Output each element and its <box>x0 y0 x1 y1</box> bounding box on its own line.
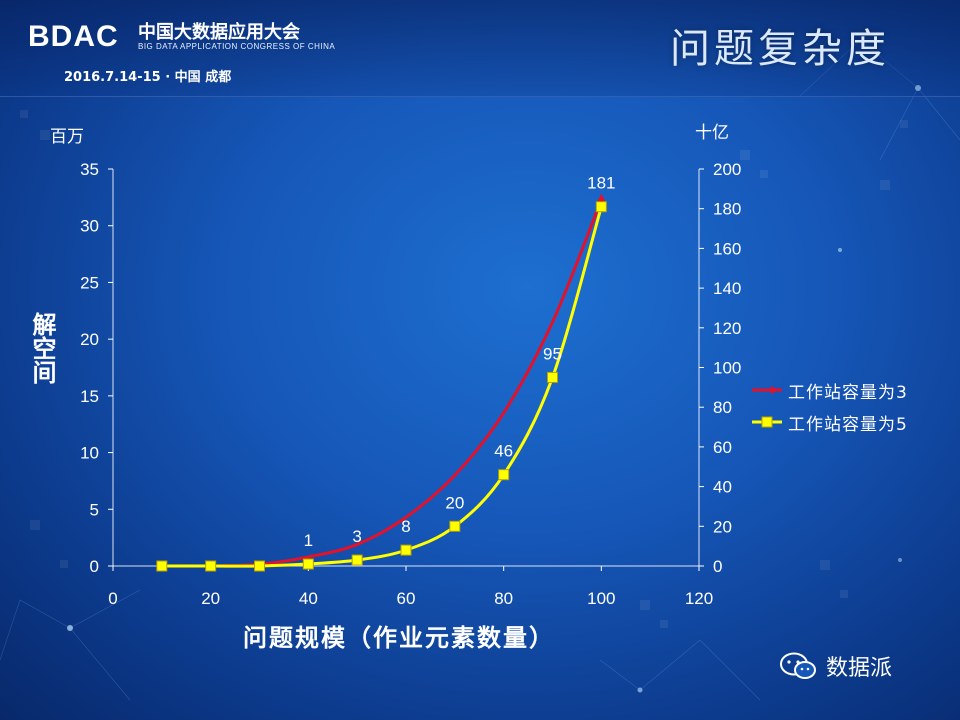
right-y-tick-label: 180 <box>713 200 741 219</box>
legend-swatch-red-line <box>752 386 782 394</box>
x-axis-label: 问题规模（作业元素数量） <box>243 624 555 652</box>
series-yellow-marker <box>595 201 607 213</box>
left-axis-unit: 百万 <box>50 127 84 147</box>
event-date-location: 2016.7.14-15 · 中国 成都 <box>64 70 232 85</box>
x-tick-label: 60 <box>397 589 416 608</box>
legend-label-series-2: 工作站容量为5 <box>788 414 908 435</box>
congress-name-en: BIG DATA APPLICATION CONGRESS OF CHINA <box>138 42 336 51</box>
data-label: 1 <box>304 531 313 550</box>
x-tick-label: 100 <box>587 589 615 608</box>
data-label: 181 <box>587 174 615 193</box>
left-y-tick-label: 15 <box>80 387 99 406</box>
right-y-tick-label: 20 <box>713 517 732 536</box>
x-tick-label: 120 <box>685 589 713 608</box>
data-label: 20 <box>445 493 464 512</box>
right-y-tick-label: 100 <box>713 359 741 378</box>
right-y-tick-label: 200 <box>713 160 741 179</box>
series-yellow-marker <box>351 554 363 566</box>
left-y-tick-label: 10 <box>80 444 99 463</box>
y-axis-label: 解空间 <box>28 312 56 384</box>
data-label: 46 <box>494 442 513 461</box>
right-axis-unit: 十亿 <box>695 123 729 143</box>
series-yellow-marker <box>302 558 314 570</box>
wechat-icon <box>780 652 816 679</box>
legend-item-series-2: 工作站容量为5 <box>752 406 908 438</box>
slide-title: 问题复杂度 <box>670 26 890 72</box>
left-y-tick-label: 0 <box>90 557 99 576</box>
left-y-tick-label: 35 <box>80 160 99 179</box>
series-yellow-marker <box>449 520 461 532</box>
right-y-tick-label: 120 <box>713 319 741 338</box>
left-y-tick-label: 30 <box>80 217 99 236</box>
data-label: 8 <box>401 517 410 536</box>
chart-legend: 工作站容量为3 工作站容量为5 <box>752 374 908 438</box>
series-yellow-marker <box>400 544 412 556</box>
data-label: 3 <box>352 527 361 546</box>
bdac-logo: BDAC <box>28 20 119 53</box>
watermark: 数据派 <box>778 650 892 682</box>
x-tick-label: 20 <box>201 589 220 608</box>
series-yellow-marker <box>156 560 168 572</box>
right-y-tick-label: 0 <box>713 557 722 576</box>
series-line-red <box>161 199 603 568</box>
series-yellow-marker <box>254 560 265 572</box>
right-y-tick-label: 140 <box>713 279 741 298</box>
congress-name-cn: 中国大数据应用大会 <box>138 22 300 43</box>
left-y-tick-label: 5 <box>90 500 99 519</box>
left-y-tick-label: 25 <box>80 273 99 292</box>
x-tick-label: 0 <box>108 589 117 608</box>
series-red-arrow-marker <box>596 193 607 204</box>
right-y-tick-label: 40 <box>713 478 732 497</box>
series-yellow-marker <box>498 469 510 481</box>
series-yellow-marker <box>205 560 217 572</box>
watermark-text: 数据派 <box>826 656 893 681</box>
right-y-tick-label: 80 <box>713 398 732 417</box>
series-line-yellow <box>161 206 603 568</box>
header-bar <box>0 0 960 97</box>
data-label: 95 <box>543 344 562 363</box>
legend-item-series-1: 工作站容量为3 <box>752 374 908 406</box>
legend-label-series-1: 工作站容量为3 <box>788 382 908 403</box>
x-tick-label: 40 <box>299 589 318 608</box>
legend-swatch-yellow-line <box>752 416 782 428</box>
right-y-tick-label: 160 <box>713 239 741 258</box>
right-y-tick-label: 60 <box>713 438 732 457</box>
x-tick-label: 80 <box>494 589 513 608</box>
series-yellow-marker <box>547 371 558 383</box>
left-y-tick-label: 20 <box>80 330 99 349</box>
